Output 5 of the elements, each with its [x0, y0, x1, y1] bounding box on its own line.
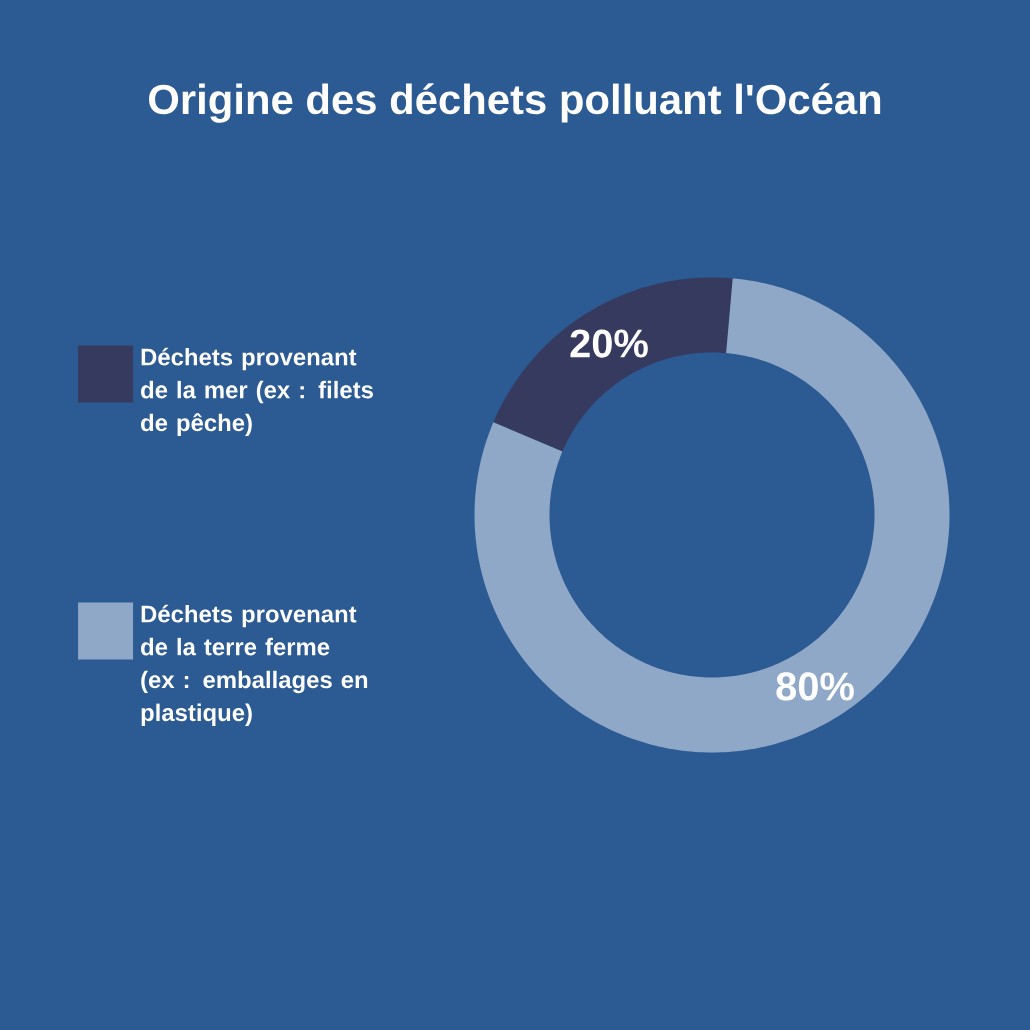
legend-label: Déchets provenant de la terre ferme (ex : emballages en plastique)	[141, 604, 368, 726]
data-label: 80%	[776, 672, 854, 701]
chart-title: Origine des déchets polluant l'Océan	[149, 83, 881, 123]
legend-label: Déchets provenant de la mer (ex : filets de pêche)	[141, 347, 373, 437]
data-label: 20%	[570, 329, 648, 358]
